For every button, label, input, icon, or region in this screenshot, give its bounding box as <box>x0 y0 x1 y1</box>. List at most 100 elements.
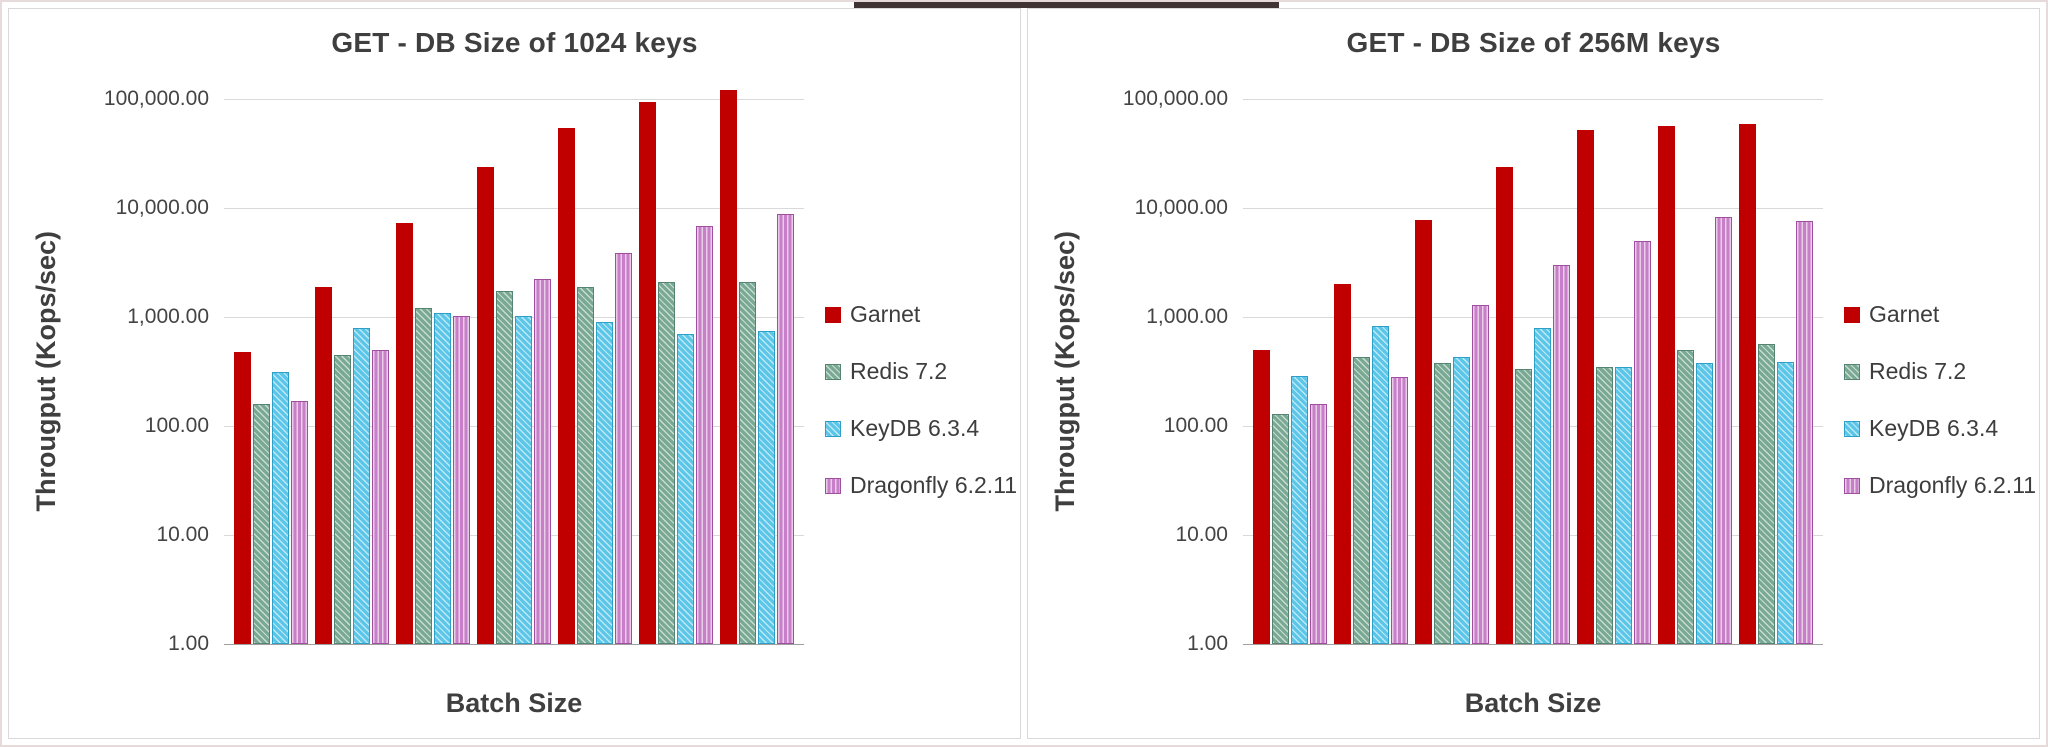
y-tick-label: 10.00 <box>1175 523 1228 546</box>
bar-keydb-6-3-4-batch-4096 <box>1777 361 1795 644</box>
y-tick-label: 100,000.00 <box>1122 87 1228 110</box>
legend-label: Garnet <box>1869 301 1940 327</box>
y-axis-ticks: 100,000.00 10,000.00 1,000.00 100.00 10.00 1.… <box>49 88 217 655</box>
bar-redis-7-2-batch-1024 <box>1677 349 1695 644</box>
bar-keydb-6-3-4-batch-16 <box>1452 356 1470 644</box>
bar-group-4 <box>311 99 392 644</box>
bar-dragonfly-6-2-11-batch-64 <box>1552 265 1570 644</box>
y-tick-label: 100.00 <box>1163 414 1228 437</box>
bar-redis-7-2-batch-4 <box>333 354 351 644</box>
legend-item-garnet: Garnet <box>1844 301 2036 328</box>
bar-keydb-6-3-4-batch-4 <box>352 327 370 644</box>
bar-keydb-6-3-4-batch-1024 <box>1696 362 1714 644</box>
y-axis-ticks: 100,000.00 10,000.00 1,000.00 100.00 10.00 1.… <box>1068 88 1236 655</box>
bar-keydb-6-3-4-batch-1 <box>1290 375 1308 644</box>
gridline <box>224 425 804 427</box>
gridline <box>224 534 804 536</box>
bar-garnet-batch-1 <box>233 351 251 644</box>
bar-group-1024 <box>636 99 717 644</box>
bar-redis-7-2-batch-1024 <box>658 281 676 644</box>
bar-garnet-batch-4 <box>1333 284 1351 644</box>
chart-title: GET - DB Size of 1024 keys <box>331 27 698 58</box>
bar-redis-7-2-batch-64 <box>1514 369 1532 644</box>
bar-redis-7-2-batch-1 <box>1271 413 1289 644</box>
bar-redis-7-2-batch-4096 <box>1758 344 1776 644</box>
keydb-6-3-4-swatch-icon <box>1844 420 1860 437</box>
bar-redis-7-2-batch-256 <box>1596 366 1614 644</box>
bar-keydb-6-3-4-batch-1024 <box>677 333 695 644</box>
y-tick-label: 1.00 <box>1187 632 1228 655</box>
legend-label: KeyDB 6.3.4 <box>850 415 980 441</box>
bar-redis-7-2-batch-1 <box>252 403 270 644</box>
legend-item-keydb-6-3-4: KeyDB 6.3.4 <box>1844 415 2036 442</box>
y-tick-label: 1,000.00 <box>127 305 209 328</box>
y-tick-label: 100.00 <box>144 414 209 437</box>
x-axis-title: Batch Size <box>445 688 583 718</box>
bar-garnet-batch-64 <box>1495 166 1513 644</box>
bar-keydb-6-3-4-batch-256 <box>1615 366 1633 644</box>
bar-dragonfly-6-2-11-batch-16 <box>1471 304 1489 644</box>
bar-group-1024 <box>1655 99 1736 644</box>
bar-group-16 <box>1411 99 1492 644</box>
bar-dragonfly-6-2-11-batch-4096 <box>1796 221 1814 644</box>
bar-redis-7-2-batch-64 <box>495 290 513 644</box>
bar-garnet-batch-4096 <box>720 90 738 644</box>
gridline <box>1243 643 1823 645</box>
legend-item-dragonfly-6-2-11: Dragonfly 6.2.11 <box>1844 472 2036 499</box>
gridline <box>224 98 804 100</box>
bar-garnet-batch-256 <box>1577 129 1595 644</box>
bar-group-64 <box>1492 99 1573 644</box>
x-axis-title: Batch Size <box>1464 688 1602 718</box>
keydb-6-3-4-swatch-icon <box>825 420 841 437</box>
bar-keydb-6-3-4-batch-64 <box>514 315 532 644</box>
legend-label: KeyDB 6.3.4 <box>1869 415 1999 441</box>
bar-garnet-batch-1 <box>1252 349 1270 644</box>
bar-garnet-batch-16 <box>395 222 413 644</box>
gridline <box>224 643 804 645</box>
legend-label: Dragonfly 6.2.11 <box>1869 472 2037 498</box>
bar-group-4096 <box>1736 99 1817 644</box>
y-tick-label: 100,000.00 <box>103 87 209 110</box>
legend-label: Redis 7.2 <box>850 358 948 384</box>
redis-7-2-swatch-icon <box>825 363 841 380</box>
bar-group-256 <box>1574 99 1655 644</box>
dragonfly-6-2-11-swatch-icon <box>1844 477 1860 494</box>
legend-label: Garnet <box>850 301 921 327</box>
bar-dragonfly-6-2-11-batch-256 <box>615 252 633 644</box>
bar-keydb-6-3-4-batch-4096 <box>758 331 776 644</box>
y-tick-label: 10,000.00 <box>115 196 209 219</box>
chart-card-1024-keys: GET - DB Size of 1024 keys Througput (Ko… <box>8 8 1021 739</box>
bar-keydb-6-3-4-batch-4 <box>1371 326 1389 644</box>
bar-group-64 <box>473 99 554 644</box>
bar-group-4 <box>1330 99 1411 644</box>
garnet-swatch-icon <box>825 306 841 323</box>
bar-group-256 <box>555 99 636 644</box>
legend: Garnet Redis 7.2 KeyDB 6.3.4 Dragonfly 6.2.… <box>1844 301 2036 499</box>
bar-redis-7-2-batch-256 <box>577 286 595 644</box>
legend-item-keydb-6-3-4: KeyDB 6.3.4 <box>825 415 1017 442</box>
bar-dragonfly-6-2-11-batch-4096 <box>777 214 795 644</box>
bar-keydb-6-3-4-batch-64 <box>1533 328 1551 644</box>
bar-redis-7-2-batch-16 <box>414 308 432 644</box>
gridline <box>1243 425 1823 427</box>
y-tick-label: 1,000.00 <box>1146 305 1228 328</box>
bar-group-1 <box>230 99 311 644</box>
dragonfly-6-2-11-swatch-icon <box>825 477 841 494</box>
bar-garnet-batch-4 <box>314 286 332 644</box>
bar-redis-7-2-batch-4096 <box>739 281 757 644</box>
legend: Garnet Redis 7.2 KeyDB 6.3.4 Dragonfly 6.2.… <box>825 301 1017 499</box>
bar-garnet-batch-64 <box>476 166 494 644</box>
bar-dragonfly-6-2-11-batch-64 <box>533 278 551 644</box>
garnet-swatch-icon <box>1844 306 1860 323</box>
bar-group-4096 <box>717 90 798 644</box>
gridline <box>1243 207 1823 209</box>
bar-garnet-batch-16 <box>1414 220 1432 644</box>
gridline <box>1243 98 1823 100</box>
legend-item-redis-7-2: Redis 7.2 <box>825 358 1017 385</box>
bar-garnet-batch-1024 <box>1658 125 1676 644</box>
bar-dragonfly-6-2-11-batch-1 <box>1309 403 1327 644</box>
bar-keydb-6-3-4-batch-256 <box>596 322 614 644</box>
bar-dragonfly-6-2-11-batch-1024 <box>696 225 714 644</box>
bar-keydb-6-3-4-batch-16 <box>433 312 451 644</box>
